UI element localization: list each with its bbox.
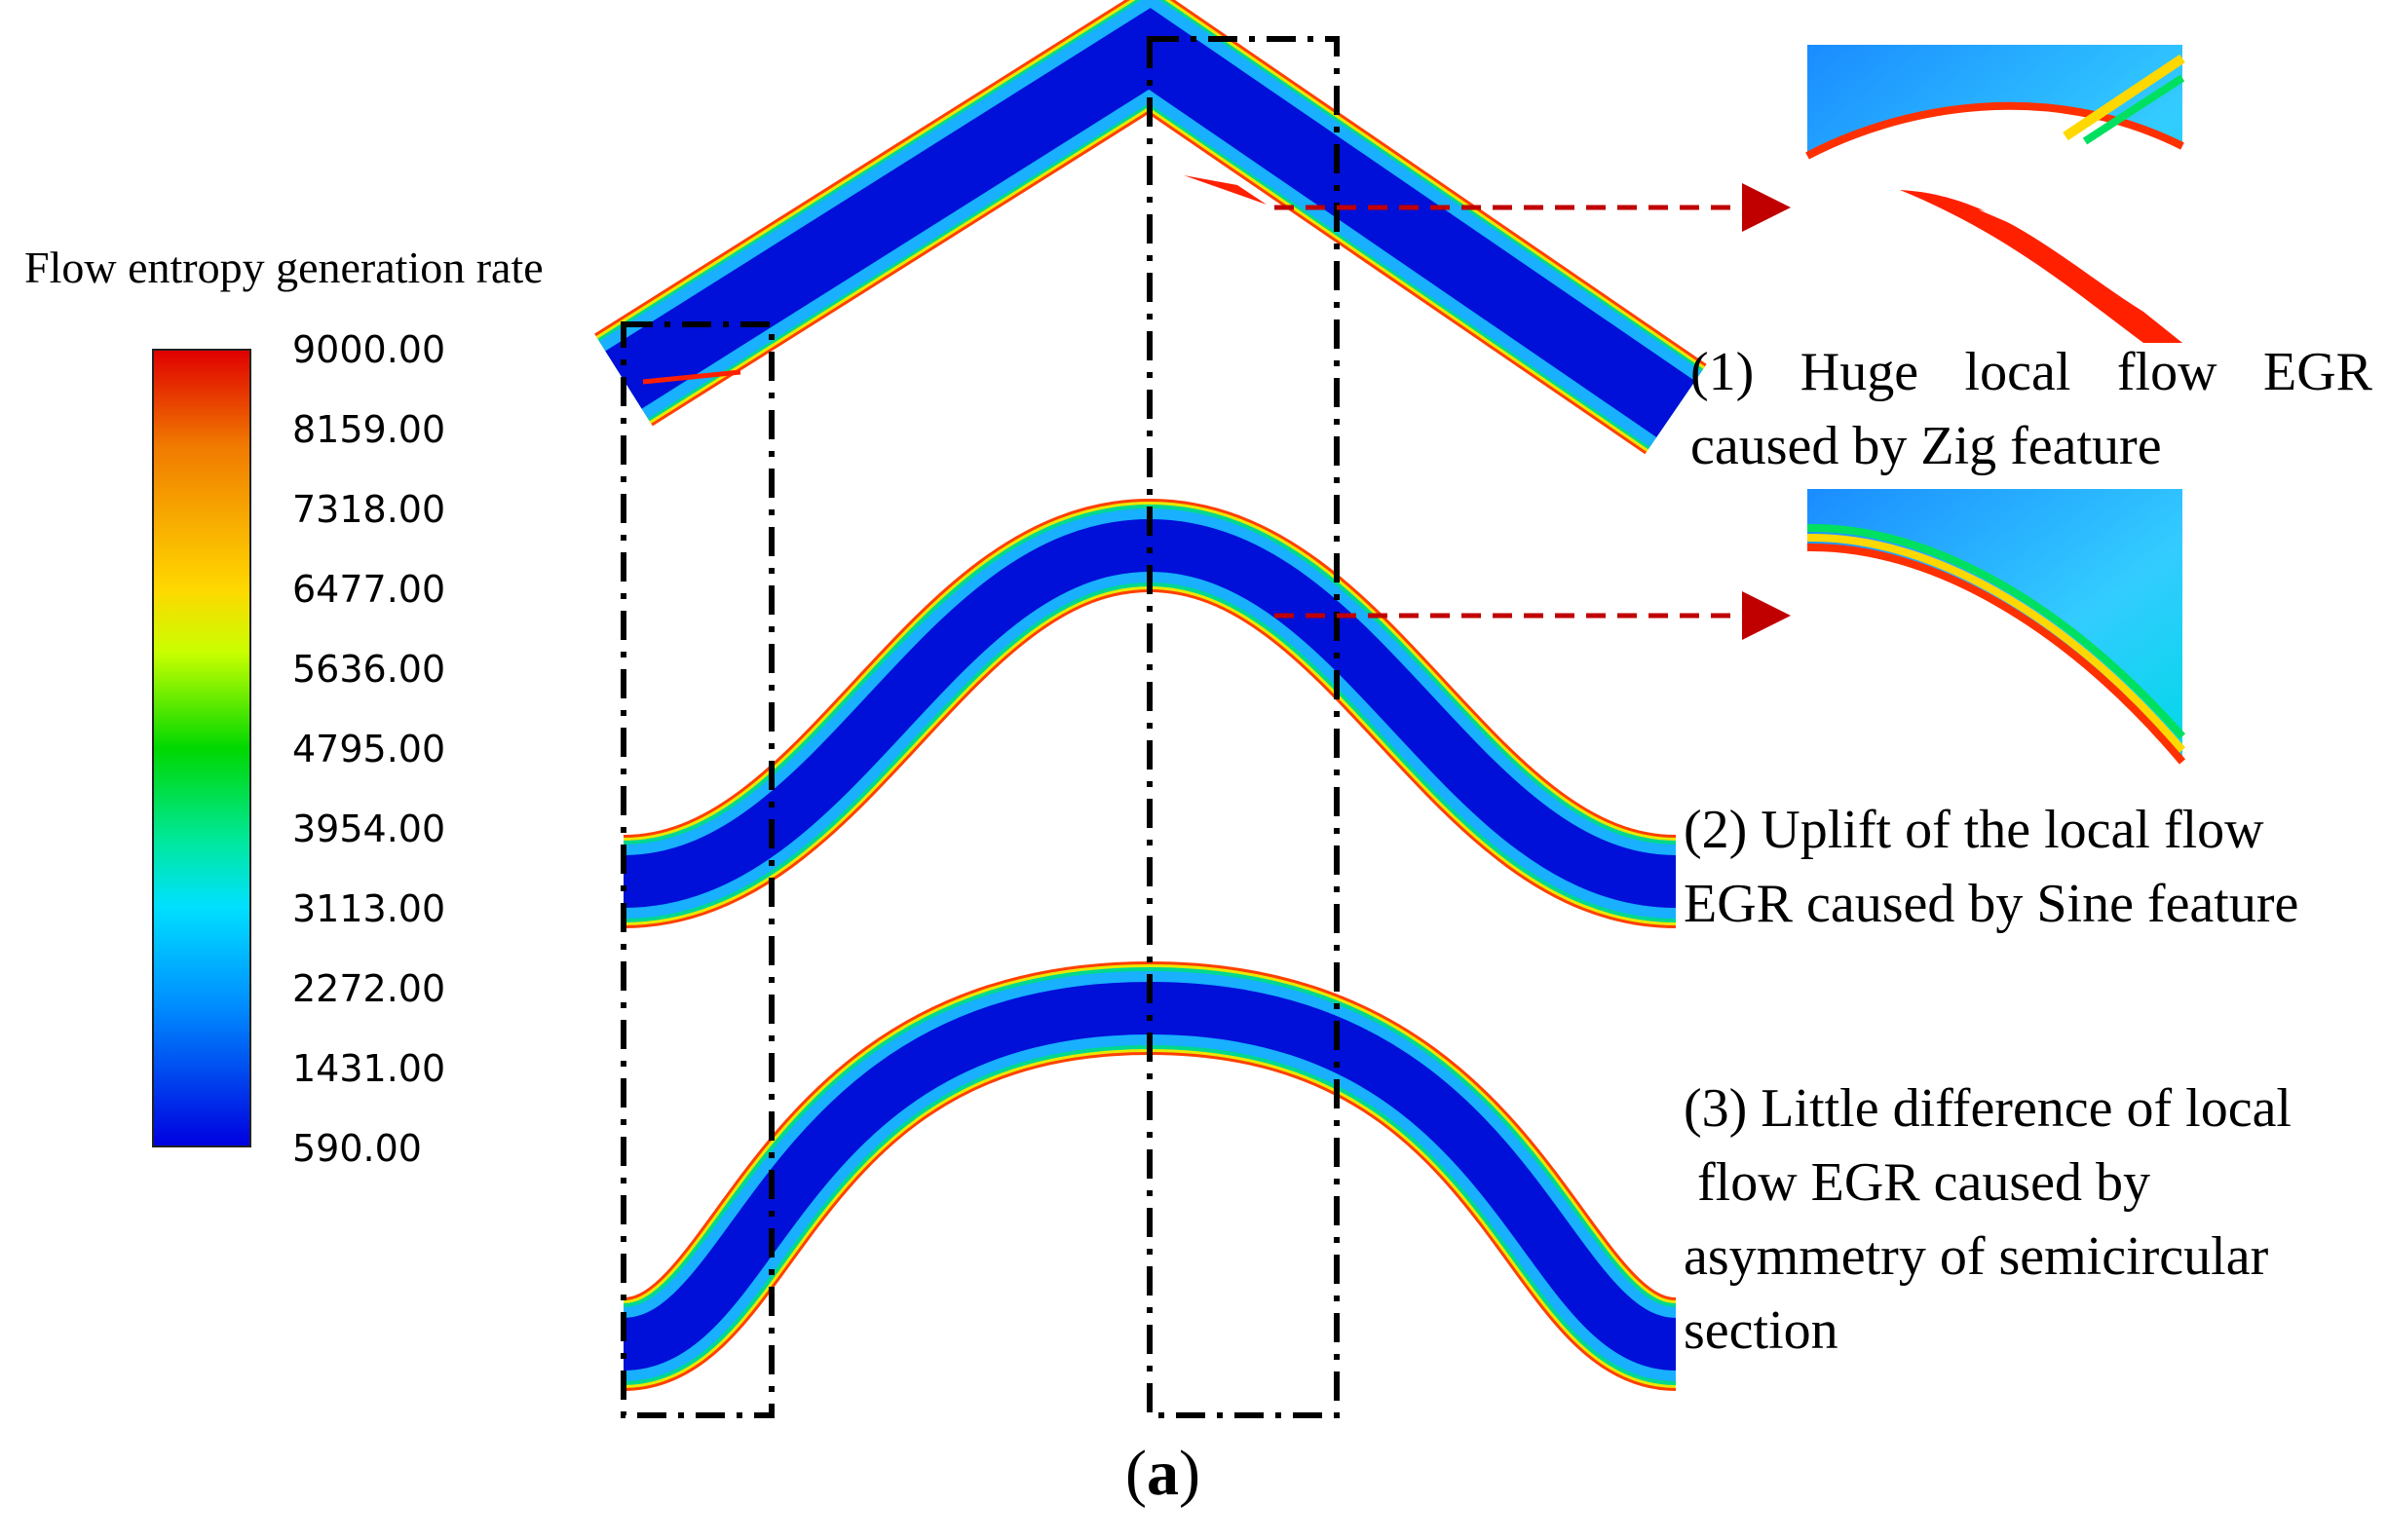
- caption-paren-open: (: [1125, 1438, 1147, 1509]
- zig-annotation-line: caused by Zig feature: [1690, 416, 2162, 476]
- semicircular-annotation: (3) Little difference of local flow EGR …: [1684, 1071, 2380, 1368]
- peak-region-box: [1147, 36, 1340, 1418]
- sine-annotation-line: EGR caused by Sine feature: [1684, 874, 2299, 934]
- caption-paren-close: ): [1178, 1438, 1200, 1509]
- semicircular-channel: [620, 960, 1680, 1391]
- semicircular-annotation-line: section: [1684, 1300, 1838, 1361]
- caption-letter: a: [1146, 1438, 1179, 1509]
- semicircular-annotation-line: flow EGR caused by: [1684, 1152, 2151, 1213]
- legend-tick-label: 6477.00: [292, 568, 446, 611]
- color-scale-bar: [152, 349, 251, 1147]
- inlet-region-box: [621, 321, 775, 1418]
- sine-zoom-inset: [1806, 489, 2186, 765]
- legend-tick-label: 5636.00: [292, 648, 446, 691]
- legend-tick-label: 8159.00: [292, 408, 446, 451]
- legend-tick-label: 3954.00: [292, 808, 446, 850]
- zig-zoom-inset: [1805, 45, 2185, 343]
- legend-tick-label: 9000.00: [292, 328, 446, 371]
- figure-caption: (a): [1125, 1437, 1200, 1511]
- semicircular-annotation-line: asymmetry of semicircular: [1684, 1226, 2269, 1287]
- semicircular-annotation-line: (3) Little difference of local: [1684, 1078, 2292, 1139]
- zig-annotation-line: (1) Huge local flow EGR: [1690, 342, 2372, 402]
- legend-tick-label: 4795.00: [292, 728, 446, 770]
- legend-tick-label: 3113.00: [292, 887, 446, 930]
- sine-channel: [622, 498, 1678, 928]
- sine-annotation-line: (2) Uplift of the local flow: [1684, 800, 2264, 860]
- legend-title: Flow entropy generation rate: [24, 243, 544, 292]
- legend-tick-label: 2272.00: [292, 967, 446, 1010]
- legend-tick-label: 590.00: [292, 1127, 422, 1170]
- sine-annotation: (2) Uplift of the local flow EGR caused …: [1684, 793, 2380, 941]
- zig-annotation: (1) Huge local flow EGR caused by Zig fe…: [1690, 335, 2372, 483]
- zig-recirculation-hotspot: [1184, 175, 1267, 205]
- legend-tick-label: 1431.00: [292, 1047, 446, 1090]
- legend-tick-label: 7318.00: [292, 488, 446, 531]
